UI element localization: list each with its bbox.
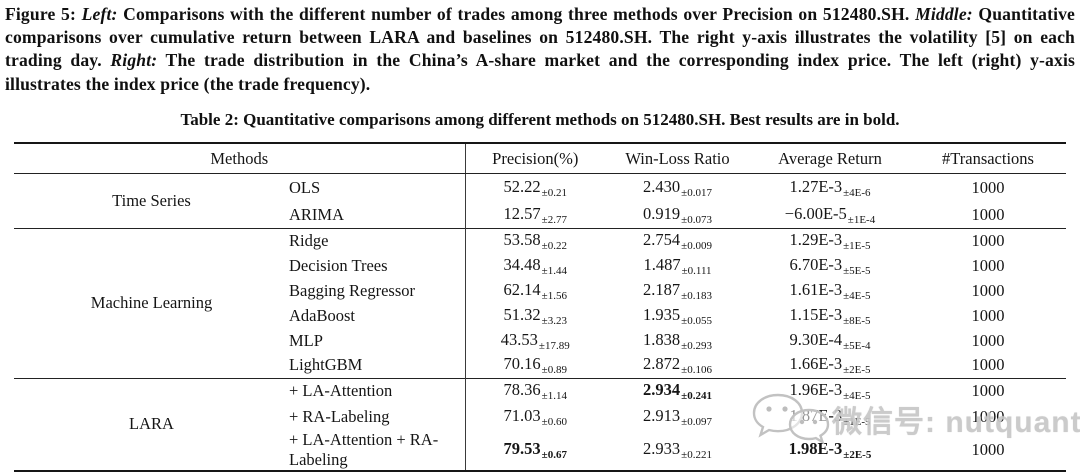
- figure-label: Figure 5:: [5, 4, 76, 24]
- caption-middle-text: Quantitative comparisons over cumulative…: [5, 4, 1076, 71]
- method-label: Bagging Regressor: [289, 278, 466, 304]
- method-label: MLP: [289, 328, 466, 353]
- table-header-row: Methods Precision(%) Win-Loss Ratio Aver…: [14, 143, 1066, 174]
- avg-return-value: 1.61E-3±4E-5: [789, 279, 871, 302]
- winloss-value: 2.754±0.009: [643, 230, 712, 253]
- table-title: Table 2: Quantitative comparisons among …: [180, 110, 900, 129]
- avg-return-value: 6.70E-3±5E-5: [789, 255, 871, 278]
- avg-return-value: 1.98E-3±2E-5: [788, 438, 872, 461]
- wechat-logo-icon: [752, 393, 830, 445]
- caption-right-marker: Right:: [110, 50, 158, 71]
- method-label: ARIMA: [289, 201, 466, 229]
- precision-value: 12.57±2.77: [503, 203, 567, 226]
- winloss-value: 2.872±0.106: [643, 354, 712, 377]
- category-label: Time Series: [112, 191, 191, 210]
- transactions-value: 1000: [971, 381, 1005, 401]
- header-winloss: Win-Loss Ratio: [605, 143, 750, 174]
- transactions-value: 1000: [971, 305, 1005, 325]
- comparison-table: Methods Precision(%) Win-Loss Ratio Aver…: [14, 142, 1066, 472]
- transactions-value: 1000: [971, 355, 1005, 375]
- precision-value: 79.53±0.67: [503, 438, 567, 461]
- precision-value: 52.22±0.21: [503, 176, 567, 199]
- avg-return-value: 1.15E-3±8E-5: [789, 304, 871, 327]
- table-row: LARA + LA-Attention 78.36±1.14 2.934±0.2…: [14, 378, 1066, 433]
- table-row: LightGBM 70.16±0.89 2.872±0.106 1.66E-3±…: [14, 352, 1066, 379]
- precision-value: 62.14±1.56: [503, 279, 567, 302]
- transactions-value: 1000: [971, 330, 1005, 350]
- avg-return-value: 1.66E-3±2E-5: [789, 354, 871, 377]
- winloss-value: 1.487±0.111: [643, 255, 712, 278]
- transactions-value: 1000: [971, 280, 1005, 300]
- table-row: Bagging Regressor 62.14±1.56 2.187±0.183…: [14, 278, 1066, 304]
- precision-value: 34.48±1.44: [503, 255, 567, 278]
- header-transactions: #Transactions: [910, 143, 1066, 174]
- winloss-value: 2.913±0.097: [643, 405, 712, 428]
- table-row: MLP 43.53±17.89 1.838±0.293 9.30E-4±5E-4…: [14, 328, 1066, 353]
- transactions-value: 1000: [971, 204, 1005, 224]
- avg-return-value: 1.96E-3±4E-5: [789, 380, 871, 403]
- method-label: OLS: [289, 173, 466, 201]
- precision-value: 43.53±17.89: [500, 329, 570, 352]
- transactions-value: 1000: [971, 231, 1005, 251]
- winloss-value: 2.933±0.221: [643, 438, 712, 461]
- method-label: + RA-Labeling: [289, 404, 466, 430]
- precision-value: 71.03±0.60: [503, 405, 567, 428]
- table-row: Time Series OLS 52.22±0.21 2.430±0.017 1…: [14, 173, 1066, 210]
- avg-return-value: 1.29E-3±1E-5: [789, 230, 871, 253]
- table-row: Decision Trees 34.48±1.44 1.487±0.111 6.…: [14, 253, 1066, 279]
- winloss-value: 0.919±0.073: [643, 203, 712, 226]
- caption-middle-marker: Middle:: [915, 4, 973, 24]
- avg-return-value: 1.27E-3±4E-6: [789, 176, 871, 199]
- header-avg-return: Average Return: [750, 143, 910, 174]
- watermark-text: 微信号: nutquant: [832, 406, 1080, 439]
- section-time-series: Time Series OLS 52.22±0.21 2.430±0.017 1…: [14, 173, 1066, 229]
- table-row: + LA-Attention + RA-Labeling 79.53±0.67 …: [14, 429, 1066, 471]
- winloss-value: 1.935±0.055: [643, 304, 712, 327]
- precision-value: 51.32±3.23: [503, 304, 567, 327]
- transactions-value: 1000: [971, 256, 1005, 276]
- method-label: Ridge: [289, 228, 466, 254]
- transactions-value: 1000: [971, 406, 1005, 426]
- winloss-value: 2.430±0.017: [643, 176, 712, 199]
- section-lara: LARA + LA-Attention 78.36±1.14 2.934±0.2…: [14, 378, 1066, 471]
- header-precision: Precision(%): [465, 143, 605, 174]
- method-label: LightGBM: [289, 352, 466, 379]
- avg-return-value: −6.00E-5±1E-4: [784, 203, 876, 226]
- method-label: + LA-Attention + RA-Labeling: [289, 429, 466, 471]
- winloss-value: 2.187±0.183: [643, 279, 712, 302]
- avg-return-value: 9.30E-4±5E-4: [789, 329, 871, 352]
- caption-left-marker: Left:: [75, 4, 118, 24]
- precision-value: 53.58±0.22: [503, 230, 567, 253]
- method-label: AdaBoost: [289, 303, 466, 329]
- table-row: AdaBoost 51.32±3.23 1.935±0.055 1.15E-3±…: [14, 303, 1066, 329]
- method-label: + LA-Attention: [289, 378, 466, 405]
- precision-value: 78.36±1.14: [503, 380, 567, 403]
- table-row: ARIMA 12.57±2.77 0.919±0.073 −6.00E-5±1E…: [14, 201, 1066, 229]
- header-methods: Methods: [14, 143, 466, 174]
- category-label: Machine Learning: [90, 293, 213, 313]
- section-machine-learning: Machine Learning Ridge 53.58±0.22 2.754±…: [14, 228, 1066, 379]
- winloss-value: 2.934±0.241: [643, 380, 712, 403]
- caption-right-text: The trade distribution in the China’s A-…: [5, 50, 1075, 94]
- winloss-value: 1.838±0.293: [643, 329, 712, 352]
- transactions-value: 1000: [971, 177, 1005, 197]
- transactions-value: 1000: [971, 439, 1005, 459]
- category-label: LARA: [129, 414, 174, 434]
- method-label: Decision Trees: [289, 253, 466, 279]
- table-row: Machine Learning Ridge 53.58±0.22 2.754±…: [14, 228, 1066, 312]
- precision-value: 70.16±0.89: [503, 354, 567, 377]
- watermark: 微信号: nutquant: [750, 389, 1080, 449]
- figure-caption: Figure 5: Left: Comparisons with the dif…: [5, 3, 1075, 96]
- caption-left-text: Comparisons with the different number of…: [117, 4, 916, 24]
